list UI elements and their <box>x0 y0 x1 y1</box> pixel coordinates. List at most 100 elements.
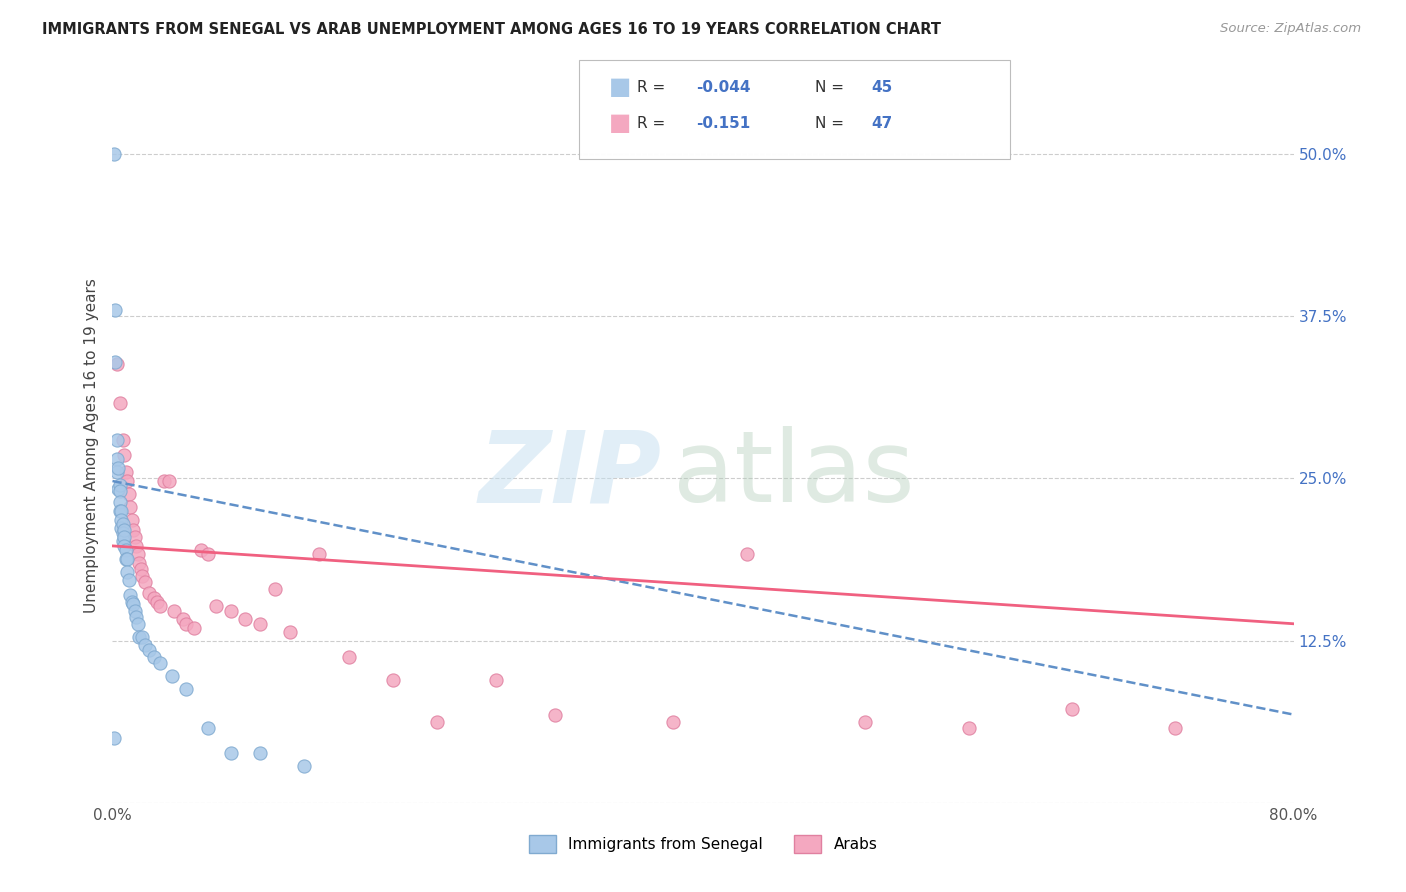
Point <box>117 474 138 488</box>
Point <box>233 611 256 625</box>
Point <box>957 721 980 735</box>
Text: 47: 47 <box>872 116 893 130</box>
Point <box>149 656 172 670</box>
Point <box>103 731 125 745</box>
Point <box>105 452 128 467</box>
Point <box>118 573 141 587</box>
Point <box>114 542 136 557</box>
Point <box>855 715 877 730</box>
Point <box>337 650 360 665</box>
Point <box>485 673 508 687</box>
Text: N =: N = <box>815 80 849 95</box>
Text: atlas: atlas <box>673 426 915 523</box>
Point <box>105 465 128 479</box>
Text: ■: ■ <box>609 76 631 99</box>
Point <box>108 478 131 492</box>
Text: 45: 45 <box>872 80 893 95</box>
Point <box>127 547 149 561</box>
Point <box>1062 702 1084 716</box>
Point <box>110 521 132 535</box>
Text: N =: N = <box>815 116 849 130</box>
Point <box>163 604 186 618</box>
Point <box>426 715 449 730</box>
Point <box>249 616 271 631</box>
Point <box>125 539 148 553</box>
Point <box>111 433 134 447</box>
Point <box>129 562 152 576</box>
Point <box>134 575 156 590</box>
Point <box>112 530 135 544</box>
Point <box>107 482 129 496</box>
Point <box>125 610 148 624</box>
Point <box>117 552 138 566</box>
Point <box>183 621 205 635</box>
Point <box>205 599 228 613</box>
Point <box>174 681 197 696</box>
Point <box>121 513 143 527</box>
Point <box>131 630 153 644</box>
Point <box>149 599 172 613</box>
Point <box>108 484 131 499</box>
Text: Source: ZipAtlas.com: Source: ZipAtlas.com <box>1220 22 1361 36</box>
Point <box>142 650 165 665</box>
Point <box>138 585 160 599</box>
Point <box>134 638 156 652</box>
Point <box>124 604 146 618</box>
Point <box>264 582 287 596</box>
Point <box>174 616 197 631</box>
Point <box>114 465 136 479</box>
Point <box>160 668 183 682</box>
Point <box>108 495 131 509</box>
Text: IMMIGRANTS FROM SENEGAL VS ARAB UNEMPLOYMENT AMONG AGES 16 TO 19 YEARS CORRELATI: IMMIGRANTS FROM SENEGAL VS ARAB UNEMPLOY… <box>42 22 941 37</box>
Point <box>219 747 242 761</box>
Text: ■: ■ <box>609 112 631 135</box>
Point <box>219 604 242 618</box>
Point <box>114 552 136 566</box>
Text: -0.044: -0.044 <box>696 80 751 95</box>
Point <box>112 448 135 462</box>
Point <box>107 461 129 475</box>
Point <box>153 474 176 488</box>
Point <box>142 591 165 605</box>
Point <box>1164 721 1187 735</box>
Point <box>103 147 125 161</box>
Text: -0.151: -0.151 <box>696 116 751 130</box>
Point <box>172 611 194 625</box>
Point <box>108 396 131 410</box>
Point <box>104 302 127 317</box>
Point <box>544 707 567 722</box>
Point <box>111 525 134 540</box>
Point <box>120 588 142 602</box>
Point <box>131 568 153 582</box>
Point <box>104 354 127 368</box>
Point <box>118 487 141 501</box>
Point <box>249 747 271 761</box>
Y-axis label: Unemployment Among Ages 16 to 19 years: Unemployment Among Ages 16 to 19 years <box>84 278 100 614</box>
Point <box>117 565 138 579</box>
Point <box>128 630 150 644</box>
Legend: Immigrants from Senegal, Arabs: Immigrants from Senegal, Arabs <box>523 829 883 859</box>
Point <box>737 547 759 561</box>
Point <box>292 759 315 773</box>
Point <box>382 673 405 687</box>
Point <box>112 524 135 538</box>
Text: ZIP: ZIP <box>478 426 662 523</box>
Point <box>308 547 330 561</box>
Point <box>138 642 160 657</box>
Point <box>105 433 128 447</box>
Point <box>111 516 134 531</box>
Point <box>110 513 132 527</box>
Point <box>662 715 685 730</box>
Point <box>128 556 150 570</box>
Point <box>111 533 134 548</box>
Text: R =: R = <box>637 116 675 130</box>
Point <box>197 547 219 561</box>
Point <box>121 595 143 609</box>
Point <box>146 595 169 609</box>
Point <box>122 524 145 538</box>
Point <box>157 474 180 488</box>
Point <box>112 539 135 553</box>
Point <box>197 721 219 735</box>
Point <box>127 616 149 631</box>
Point <box>105 357 128 371</box>
